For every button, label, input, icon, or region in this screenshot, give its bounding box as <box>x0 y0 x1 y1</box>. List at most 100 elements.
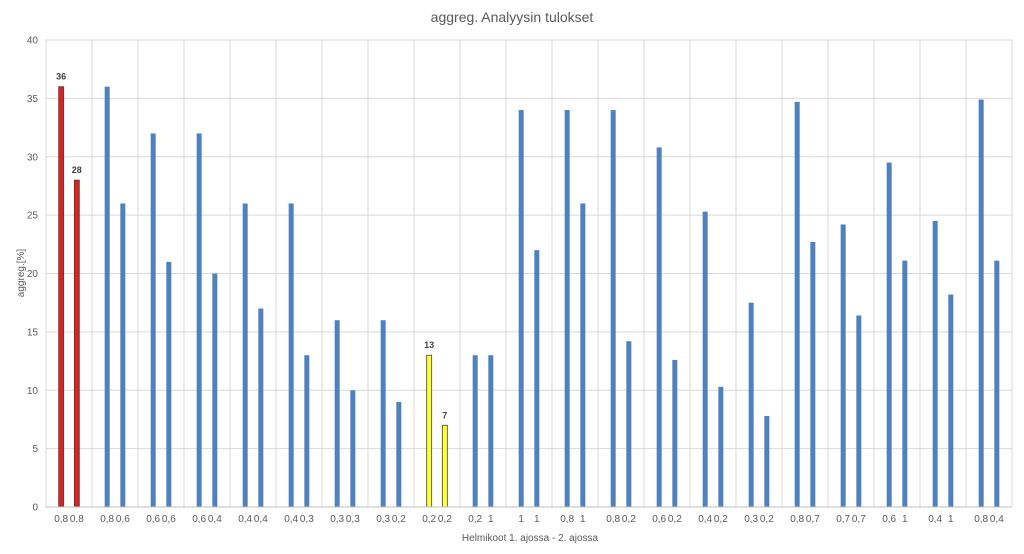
y-axis-title: aggreg.[%] <box>16 249 27 298</box>
y-tick-label: 40 <box>27 36 39 47</box>
x-tick-label: 1 <box>518 514 524 525</box>
x-tick-label: 0,3 <box>330 514 344 525</box>
bar <box>902 260 908 507</box>
x-tick-label: 0,7 <box>852 514 866 525</box>
bar <box>948 294 954 507</box>
chart-title: aggreg. Analyysin tulokset <box>431 9 594 25</box>
bar <box>932 220 938 507</box>
x-tick-label: 0,4 <box>284 514 298 525</box>
bar <box>748 302 754 507</box>
bar <box>488 355 494 507</box>
x-tick-label: 0,2 <box>714 514 728 525</box>
bar <box>334 320 340 507</box>
bar <box>396 401 402 507</box>
x-tick-label: 0,6 <box>116 514 130 525</box>
bar <box>702 211 708 507</box>
y-tick-label: 20 <box>27 269 39 280</box>
x-tick-label: 1 <box>534 514 540 525</box>
y-tick-label: 15 <box>27 327 39 338</box>
bar <box>150 133 156 507</box>
bar-data-label: 7 <box>442 410 447 420</box>
bar <box>564 110 570 508</box>
x-axis-title: Helmikoot 1. ajossa - 2. ajossa <box>462 533 599 544</box>
x-tick-label: 0,6 <box>882 514 896 525</box>
bar <box>626 341 632 507</box>
x-tick-label: 0,8 <box>974 514 988 525</box>
y-tick-label: 30 <box>27 152 39 163</box>
y-tick-label: 10 <box>27 386 39 397</box>
bar <box>196 133 202 507</box>
x-tick-label: 0,8 <box>790 514 804 525</box>
y-tick-label: 0 <box>32 503 38 514</box>
bar <box>380 320 386 507</box>
x-tick-label: 0,6 <box>146 514 160 525</box>
x-tick-label: 0,8 <box>54 514 68 525</box>
x-tick-label: 0,6 <box>162 514 176 525</box>
y-tick-label: 35 <box>27 94 39 105</box>
bar <box>120 203 126 507</box>
bar <box>718 386 724 507</box>
bar <box>73 179 80 508</box>
y-tick-label: 5 <box>32 444 38 455</box>
x-tick-label: 0,7 <box>836 514 850 525</box>
bar <box>610 110 616 508</box>
bar <box>212 273 218 507</box>
bar <box>856 315 862 507</box>
bar <box>656 147 662 507</box>
bar-data-label: 13 <box>424 340 434 350</box>
x-tick-label: 0,8 <box>70 514 84 525</box>
x-tick-label: 0,4 <box>928 514 942 525</box>
bar <box>994 260 1000 507</box>
bar <box>810 241 816 508</box>
x-tick-label: 0,2 <box>668 514 682 525</box>
bar <box>350 390 356 507</box>
bar <box>518 110 524 508</box>
x-tick-label: 0,4 <box>254 514 268 525</box>
x-tick-label: 1 <box>580 514 586 525</box>
x-tick-label: 0,6 <box>652 514 666 525</box>
bar <box>242 203 248 507</box>
x-tick-label: 0,4 <box>990 514 1004 525</box>
x-tick-label: 0,8 <box>606 514 620 525</box>
bar-layer <box>58 86 1000 508</box>
grid-layer <box>45 39 1013 507</box>
x-tick-label: 0,2 <box>438 514 452 525</box>
bar <box>258 308 264 507</box>
bar <box>104 86 110 507</box>
x-tick-label: 0,7 <box>806 514 820 525</box>
bar <box>886 162 892 507</box>
x-tick-label: 0,6 <box>192 514 206 525</box>
bar <box>978 99 984 507</box>
y-tick-label: 25 <box>27 211 39 222</box>
bar <box>672 359 678 507</box>
x-tick-label: 0,8 <box>560 514 574 525</box>
data-label-layer: 36 28 13 7 <box>56 72 447 421</box>
bar-data-label: 36 <box>56 72 66 82</box>
bar <box>764 415 770 507</box>
x-tick-label: 0,3 <box>376 514 390 525</box>
x-tick-label: 0,8 <box>100 514 114 525</box>
x-tick-label: 0,2 <box>422 514 436 525</box>
bar <box>472 355 478 507</box>
x-tick-label: 0,2 <box>760 514 774 525</box>
bar <box>794 101 800 507</box>
bar <box>840 224 846 507</box>
bar-data-label: 28 <box>72 165 82 175</box>
x-tick-label: 0,3 <box>346 514 360 525</box>
x-tick-label: 0,4 <box>208 514 222 525</box>
bar <box>534 250 540 507</box>
x-axis-ticks: 0,8 0,8 0,8 0,6 0,6 0,6 0,6 0,4 0,4 0,4 0,4 0,3 0,3 0… <box>54 514 1004 525</box>
y-axis-ticks: 0 5 10 15 20 25 30 35 40 <box>27 36 39 514</box>
x-tick-label: 0,2 <box>622 514 636 525</box>
x-tick-label: 0,3 <box>744 514 758 525</box>
x-tick-label: 0,4 <box>698 514 712 525</box>
x-tick-label: 0,3 <box>300 514 314 525</box>
bar <box>426 354 433 508</box>
x-tick-label: 1 <box>902 514 908 525</box>
x-tick-label: 1 <box>488 514 494 525</box>
x-tick-label: 1 <box>948 514 954 525</box>
bar <box>166 261 172 507</box>
bar <box>304 355 310 507</box>
